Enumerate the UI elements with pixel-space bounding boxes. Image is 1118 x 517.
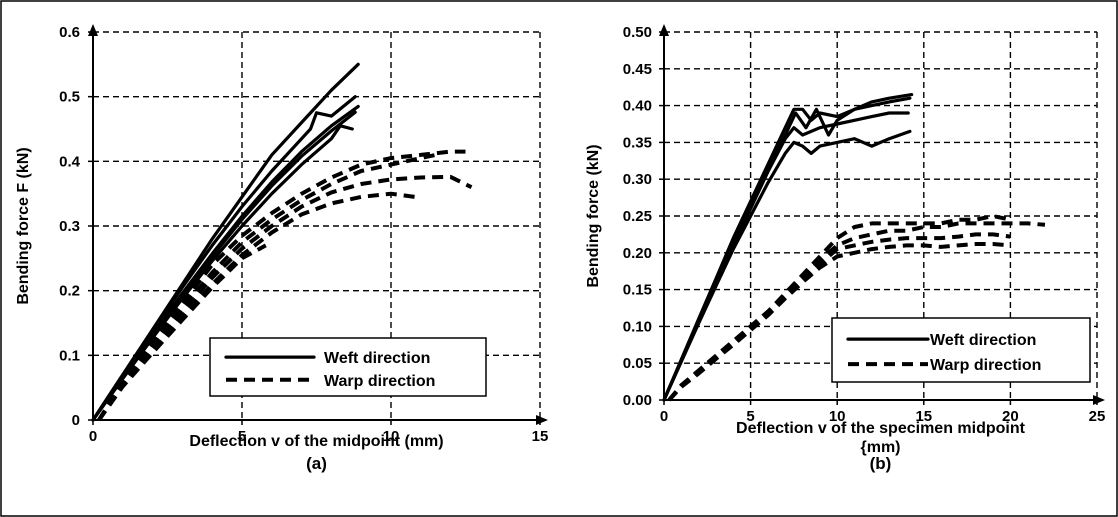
x-axis-label: Deflection v of the midpoint (mm): [189, 433, 443, 450]
y-tick-label: 0.50: [623, 24, 652, 41]
x-tick-label: 0: [660, 408, 668, 425]
weft-series-line-2: [91, 95, 357, 422]
y-tick-label: 0.40: [623, 98, 652, 115]
x-axis-label: {mm): [860, 439, 900, 456]
y-axis-label: Bending force F (kN): [15, 147, 32, 304]
weft-series-line-5: [91, 124, 354, 422]
legend-box: [831, 317, 1091, 383]
legend-label: Warp direction: [930, 357, 1041, 374]
warp-series-line-8: [97, 174, 473, 422]
y-tick-label: 0.25: [623, 208, 652, 225]
legend-label: Weft direction: [930, 332, 1036, 349]
y-tick-label: 0.4: [59, 153, 81, 170]
y-tick-label: 0.5: [59, 89, 80, 106]
weft-series-line-4: [662, 129, 912, 402]
warp-series-line-6: [97, 149, 466, 422]
x-tick-label: 10: [829, 408, 846, 425]
x-tick-label: 10: [383, 428, 400, 445]
legend: Weft direction Warp direction: [209, 337, 487, 397]
y-tick-label: 0.00: [623, 392, 652, 409]
y-axis-arrow-icon: [659, 24, 669, 36]
legend: Weft direction Warp direction: [831, 317, 1091, 383]
y-tick-label: 0.6: [59, 24, 80, 41]
x-axis-arrow-icon: [1093, 395, 1105, 405]
panel-caption: (b): [870, 454, 892, 473]
y-tick-label: 0.2: [59, 283, 80, 300]
y-tick-label: 0.05: [623, 355, 652, 372]
x-tick-label: 5: [238, 428, 246, 445]
x-tick-label: 20: [1002, 408, 1019, 425]
y-tick-label: 0.45: [623, 61, 652, 78]
x-axis-arrow-icon: [536, 415, 548, 425]
y-tick-label: 0: [72, 412, 80, 429]
y-tick-label: 0.3: [59, 218, 80, 235]
warp-series-line-10: [97, 243, 267, 422]
x-tick-label: 25: [1089, 408, 1106, 425]
x-axis-label: Deflection v of the specimen midpoint: [736, 420, 1026, 437]
panel-caption: (a): [306, 454, 327, 473]
legend-box: [209, 337, 487, 397]
chart-b: 0.00 0.05 0.10 0.15 0.20 0.25 0.30 0.35 0.40 0.45…: [585, 24, 1105, 473]
y-tick-label: 0.30: [623, 171, 652, 188]
warp-series-line-7: [667, 232, 1011, 402]
x-tick-label: 15: [532, 428, 549, 445]
y-tick-label: 0.1: [59, 347, 80, 364]
y-tick-label: 0.35: [623, 134, 652, 151]
x-tick-label: 0: [89, 428, 97, 445]
y-tick-label: 0.20: [623, 245, 652, 262]
warp-series-line-8: [667, 242, 1011, 402]
y-tick-label: 0.15: [623, 282, 652, 299]
y-axis-label: Bending force (kN): [585, 144, 602, 287]
x-tick-label: 15: [915, 408, 932, 425]
y-axis-arrow-icon: [88, 24, 98, 36]
chart-a: 0 0.1 0.2 0.3 0.4 0.5 0.6 0 5 10 15 Bending force F…: [15, 24, 548, 473]
legend-label: Warp direction: [324, 373, 435, 390]
y-tick-label: 0.10: [623, 318, 652, 335]
x-tick-label: 5: [746, 408, 754, 425]
legend-label: Weft direction: [324, 350, 430, 367]
